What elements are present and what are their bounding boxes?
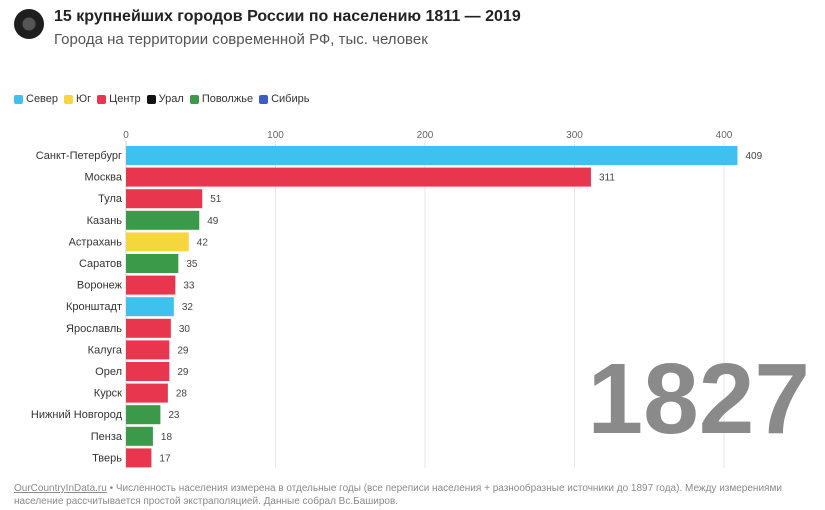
legend-swatch [97,94,107,104]
legend-item-centr[interactable]: Центр [97,93,141,105]
value-label: 29 [177,367,189,378]
value-label: 409 [745,151,762,162]
x-tick-label: 0 [123,130,129,141]
legend-label: Урал [158,93,184,105]
category-label: Ярославль [66,323,122,335]
bar [126,167,591,187]
bar [126,189,203,209]
value-label: 17 [159,453,171,464]
value-label: 29 [177,345,189,356]
legend-item-sever[interactable]: Север [14,93,58,105]
value-label: 32 [182,302,194,313]
legend-item-povolzhye[interactable]: Поволжье [189,93,254,105]
legend-swatch [64,94,74,104]
category-label: Астрахань [69,236,123,248]
legend-label: Север [26,93,59,105]
legend-label: Сибирь [271,93,310,105]
category-label: Москва [84,172,122,184]
value-label: 18 [161,432,173,443]
footer-note: • Численность населения измерена в отдел… [14,483,782,507]
bar [126,362,170,381]
value-label: 51 [210,194,222,205]
value-label: 23 [168,410,180,421]
chart-subtitle: Города на территории современной РФ, тыс… [54,31,428,48]
logo-icon [14,9,44,39]
category-label: Санкт-Петербург [36,150,122,162]
x-tick-label: 300 [566,130,583,141]
legend-label: Юг [76,93,92,105]
value-label: 49 [207,216,219,227]
bar-chart: 0 100 200 300 400 1827 Санкт-Петербург 409 Москв… [31,130,810,468]
value-label: 42 [197,237,209,248]
x-tick-label: 400 [716,130,733,141]
legend-item-ural[interactable]: Урал [146,93,184,105]
category-label: Нижний Новгород [31,409,123,421]
bar [126,448,152,468]
x-tick-label: 100 [267,130,284,141]
legend-item-yug[interactable]: Юг [64,93,91,105]
bar [126,275,176,295]
bar [126,210,200,230]
chart-title: 15 крупнейших городов России по населени… [54,8,521,25]
category-label: Пенза [91,431,123,443]
value-label: 311 [599,173,615,184]
category-label: Калуга [88,344,123,356]
legend-label: Поволжье [201,93,254,105]
value-label: 33 [183,281,195,292]
legend-swatch [146,94,156,104]
legend-swatch [14,94,23,104]
legend-item-sibir[interactable]: Сибирь [259,93,309,105]
bar [126,297,174,317]
bar [126,405,161,425]
bar [126,383,168,403]
bar [126,146,738,165]
legend-swatch [259,94,269,104]
legend-swatch [189,94,199,104]
value-label: 35 [186,259,198,270]
bar [126,254,179,273]
category-label: Курск [94,388,122,400]
value-label: 28 [176,389,188,400]
bar [126,318,171,338]
bar [126,340,170,360]
legend-label: Центр [109,93,141,105]
category-label: Тверь [92,452,122,464]
category-label: Саратов [79,258,122,270]
category-label: Кронштадт [66,301,122,313]
year-label: 1827 [588,343,810,455]
bar [126,426,153,446]
category-label: Орел [95,366,122,378]
bar [126,232,189,252]
legend: Север Юг Центр Урал Поволжье Сибирь [14,93,315,105]
category-label: Воронеж [77,280,123,292]
category-label: Казань [87,215,123,227]
value-label: 30 [179,324,191,335]
footer: OurCountryInData.ru • Численность населе… [14,482,804,508]
category-label: Тула [98,193,123,205]
source-link[interactable]: OurCountryInData.ru [14,483,107,494]
x-tick-label: 200 [417,130,434,141]
